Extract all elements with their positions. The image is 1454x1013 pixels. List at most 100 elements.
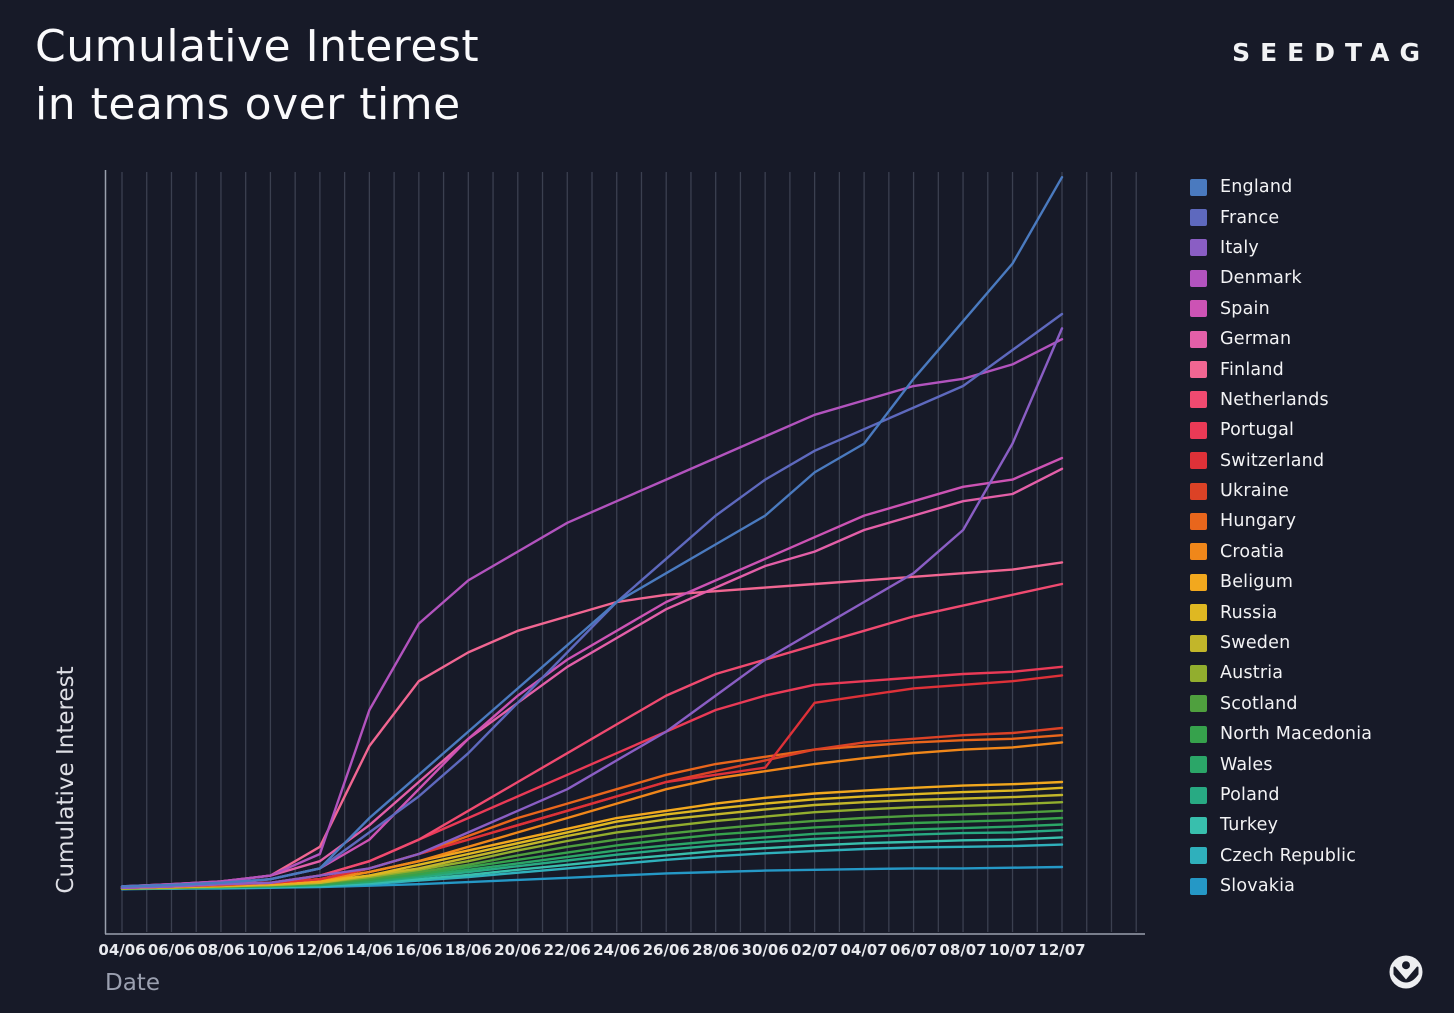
legend-label: Austria — [1220, 663, 1284, 684]
legend-label: Scotland — [1220, 693, 1298, 714]
legend-label: France — [1220, 207, 1280, 228]
legend-item-spain: Spain — [1190, 294, 1440, 324]
legend-swatch — [1190, 816, 1207, 834]
line-england — [120, 175, 1064, 888]
legend-item-poland: Poland — [1190, 780, 1440, 810]
x-tick-label: 26/06 — [642, 941, 690, 959]
legend-label: Croatia — [1220, 541, 1285, 562]
line-italy — [120, 327, 1064, 889]
legend-label: Slovakia — [1220, 876, 1296, 897]
x-tick-label: 14/06 — [345, 941, 393, 959]
legend-item-england: England — [1190, 172, 1440, 202]
legend-swatch — [1190, 269, 1207, 287]
legend-swatch — [1190, 604, 1207, 622]
legend-item-france: France — [1190, 202, 1440, 232]
x-tick-label: 12/07 — [1038, 941, 1086, 959]
x-tick-label: 04/06 — [98, 941, 146, 959]
legend-item-wales: Wales — [1190, 749, 1440, 779]
legend-swatch — [1190, 543, 1207, 561]
legend-swatch — [1190, 756, 1207, 774]
legend-item-denmark: Denmark — [1190, 263, 1440, 293]
legend-label: Russia — [1220, 602, 1278, 623]
legend-label: Poland — [1220, 785, 1280, 805]
legend-item-north-macedonia: North Macedonia — [1190, 719, 1440, 749]
legend-label: Switzerland — [1220, 450, 1325, 471]
legend-label: Netherlands — [1220, 389, 1329, 410]
legend-item-switzerland: Switzerland — [1190, 446, 1440, 476]
legend-label: Portugal — [1220, 420, 1295, 441]
legend-swatch — [1190, 786, 1207, 804]
legend-swatch — [1190, 512, 1207, 530]
legend-swatch — [1190, 847, 1207, 865]
legend-swatch — [1190, 209, 1207, 227]
x-tick-label: 24/06 — [593, 941, 641, 959]
legend-label: Sweden — [1220, 633, 1291, 654]
legend-item-ukraine: Ukraine — [1190, 476, 1440, 506]
legend-label: Turkey — [1220, 815, 1279, 836]
legend-swatch — [1190, 421, 1207, 439]
legend-label: Beligum — [1220, 572, 1294, 593]
brand-wordmark: SEEDTAG — [1232, 38, 1430, 67]
x-axis-label: Date — [105, 970, 160, 996]
x-axis-ticks: 04/06 06/06 08/06 10/06 12/06 14/06 16/06 18/06… — [98, 941, 1145, 965]
legend-swatch — [1190, 573, 1207, 591]
legend-item-finland: Finland — [1190, 354, 1440, 384]
legend-label: Ukraine — [1220, 481, 1289, 502]
legend-swatch — [1190, 482, 1207, 500]
legend-swatch — [1190, 877, 1207, 895]
legend-label: Hungary — [1220, 511, 1297, 532]
legend-swatch — [1190, 695, 1207, 713]
legend: England France Italy Denmark Spain German Finl… — [1190, 172, 1440, 901]
legend-swatch — [1190, 725, 1207, 743]
legend-swatch — [1190, 330, 1207, 348]
legend-label: North Macedonia — [1220, 724, 1373, 745]
legend-label: England — [1220, 177, 1293, 198]
legend-label: German — [1220, 329, 1292, 350]
x-tick-label: 06/06 — [147, 941, 196, 959]
x-tick-label: 08/06 — [197, 941, 245, 959]
legend-swatch — [1190, 178, 1207, 196]
x-tick-label: 16/06 — [395, 941, 443, 959]
legend-label: Italy — [1220, 237, 1259, 258]
x-tick-label: 02/07 — [791, 941, 839, 959]
legend-label: Czech Republic — [1220, 845, 1357, 866]
legend-swatch — [1190, 391, 1207, 409]
legend-item-portugal: Portugal — [1190, 415, 1440, 445]
legend-label: Spain — [1220, 298, 1270, 319]
page-title: Cumulative Interest in teams over time — [35, 18, 479, 134]
x-tick-label: 10/07 — [988, 941, 1037, 959]
x-tick-label: 20/06 — [494, 941, 542, 959]
legend-swatch — [1190, 664, 1207, 682]
x-tick-label: 10/06 — [246, 941, 295, 959]
legend-item-netherlands: Netherlands — [1190, 385, 1440, 415]
legend-item-russia: Russia — [1190, 597, 1440, 627]
legend-item-slovakia: Slovakia — [1190, 871, 1440, 901]
page-title-line2: in teams over time — [35, 79, 461, 131]
x-tick-label: 06/07 — [889, 941, 938, 959]
y-axis-label: Cumulative Interest — [53, 666, 79, 894]
legend-item-italy: Italy — [1190, 233, 1440, 263]
legend-item-scotland: Scotland — [1190, 689, 1440, 719]
legend-swatch — [1190, 239, 1207, 257]
legend-label: Wales — [1220, 754, 1273, 775]
page-title-line1: Cumulative Interest — [35, 21, 480, 72]
x-tick-label: 30/06 — [741, 941, 789, 959]
legend-item-sweden: Sweden — [1190, 628, 1440, 658]
x-tick-label: 12/06 — [296, 941, 344, 959]
x-tick-label: 18/06 — [444, 941, 492, 959]
legend-swatch — [1190, 634, 1207, 652]
line-beligum — [120, 780, 1064, 889]
legend-swatch — [1190, 300, 1207, 318]
x-tick-label: 22/06 — [543, 941, 591, 959]
legend-swatch — [1190, 361, 1207, 379]
seedtag-logo-icon — [1388, 954, 1424, 990]
legend-item-turkey: Turkey — [1190, 810, 1440, 840]
legend-item-czech-republic: Czech Republic — [1190, 841, 1440, 871]
legend-item-beligum: Beligum — [1190, 567, 1440, 597]
legend-item-german: German — [1190, 324, 1440, 354]
line-chart — [104, 170, 1145, 935]
legend-swatch — [1190, 452, 1207, 470]
legend-item-croatia: Croatia — [1190, 537, 1440, 567]
chart-canvas — [104, 170, 1145, 935]
legend-item-austria: Austria — [1190, 658, 1440, 688]
